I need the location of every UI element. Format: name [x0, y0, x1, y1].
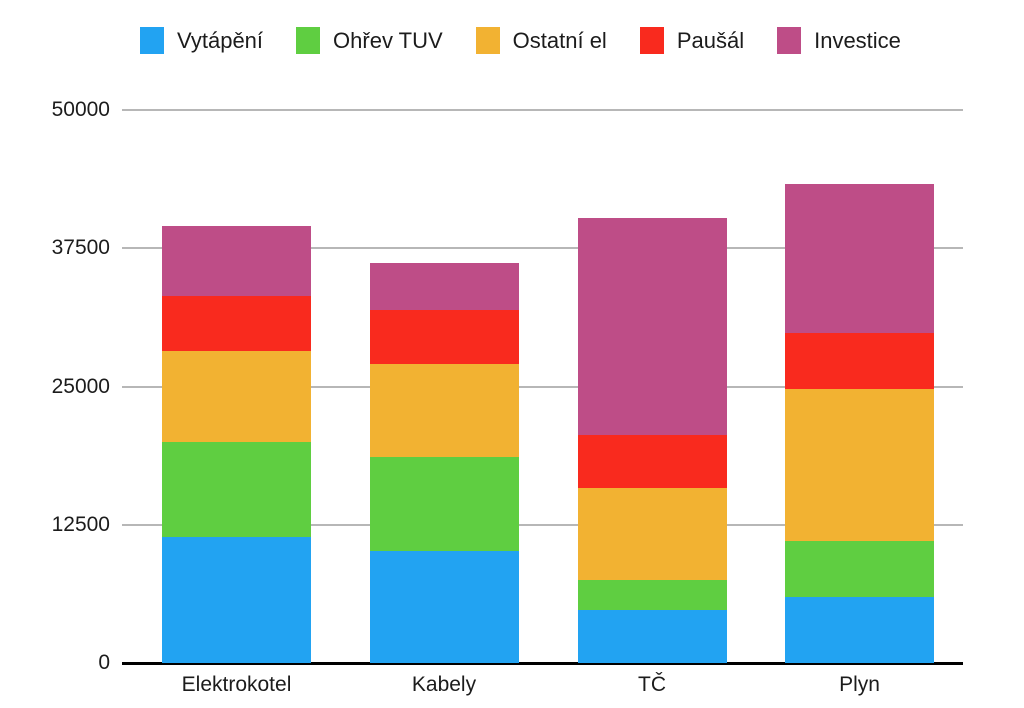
bar-segment-plyn-ostatni-el[interactable]	[785, 388, 934, 542]
bar-segment-tc-pausal[interactable]	[577, 435, 727, 489]
bar-segment-plyn-ohrev-tuv[interactable]	[785, 541, 934, 597]
bar-segment-plyn-vytapeni[interactable]	[785, 596, 934, 663]
y-tick-12500: 12500	[51, 512, 110, 536]
bar-segment-plyn-pausal[interactable]	[785, 333, 934, 389]
bar-group-plyn	[785, 184, 934, 663]
legend-label-ostatni-el: Ostatní el	[512, 28, 607, 53]
bar-segment-tc-investice[interactable]	[577, 218, 727, 436]
bar-segment-tc-ohrev-tuv[interactable]	[577, 580, 727, 610]
y-tick-37500: 37500	[51, 236, 110, 260]
y-tick-0: 0	[98, 651, 110, 674]
legend-swatch-ostatni-el-icon	[475, 27, 500, 54]
legend-swatch-vytapeni-icon	[140, 27, 164, 54]
bar-group-kabely	[369, 262, 519, 663]
legend-item-ostatni-el[interactable]: Ostatní el	[475, 27, 607, 54]
bar-segment-kabely-ostatni-el[interactable]	[369, 364, 519, 458]
x-axis-line	[122, 661, 963, 665]
gridline-12500	[122, 523, 963, 526]
bar-segment-kabely-vytapeni[interactable]	[369, 551, 519, 663]
chart-legend: Vytápění Ohřev TUV Ostatní el Paušál Inv…	[140, 27, 901, 54]
legend-label-ohrev-tuv: Ohřev TUV	[333, 28, 443, 53]
bar-segment-elektrokotel-vytapeni[interactable]	[162, 536, 311, 663]
bar-segment-elektrokotel-ostatni-el[interactable]	[162, 351, 311, 442]
bar-segment-elektrokotel-pausal[interactable]	[162, 295, 311, 352]
bar-segment-tc-vytapeni[interactable]	[577, 609, 727, 663]
x-label-plyn: Plyn	[839, 673, 880, 696]
legend-label-vytapeni: Vytápění	[177, 28, 264, 53]
legend-item-investice[interactable]: Investice	[777, 27, 901, 54]
bar-segment-plyn-investice[interactable]	[785, 184, 934, 334]
gridline-25000	[122, 385, 963, 388]
y-tick-25000: 25000	[51, 374, 110, 398]
bar-segment-kabely-ohrev-tuv[interactable]	[369, 457, 519, 552]
legend-swatch-investice-icon	[777, 27, 802, 54]
gridline-37500	[122, 247, 963, 250]
bar-group-tc	[577, 218, 727, 663]
bar-group-elektrokotel	[162, 226, 311, 663]
legend-item-pausal[interactable]: Paušál	[639, 27, 745, 54]
y-tick-50000: 50000	[51, 98, 110, 121]
bar-segment-elektrokotel-ohrev-tuv[interactable]	[162, 441, 311, 537]
x-label-elektrokotel: Elektrokotel	[181, 673, 292, 696]
x-label-kabely: Kabely	[411, 673, 477, 696]
x-label-tc: TČ	[638, 673, 666, 696]
legend-item-ohrev-tuv[interactable]: Ohřev TUV	[296, 27, 443, 54]
legend-swatch-ohrev-tuv-icon	[296, 27, 321, 54]
legend-label-pausal: Paušál	[676, 28, 745, 53]
legend-item-vytapeni[interactable]: Vytápění	[140, 27, 263, 54]
bar-segment-tc-ostatni-el[interactable]	[577, 488, 727, 581]
legend-swatch-pausal-icon	[639, 27, 664, 54]
gridline-50000	[122, 109, 963, 111]
bar-segment-elektrokotel-investice[interactable]	[162, 226, 311, 296]
bar-segment-kabely-investice[interactable]	[369, 262, 519, 311]
legend-label-investice: Investice	[814, 28, 901, 53]
bar-segment-kabely-pausal[interactable]	[369, 310, 519, 365]
